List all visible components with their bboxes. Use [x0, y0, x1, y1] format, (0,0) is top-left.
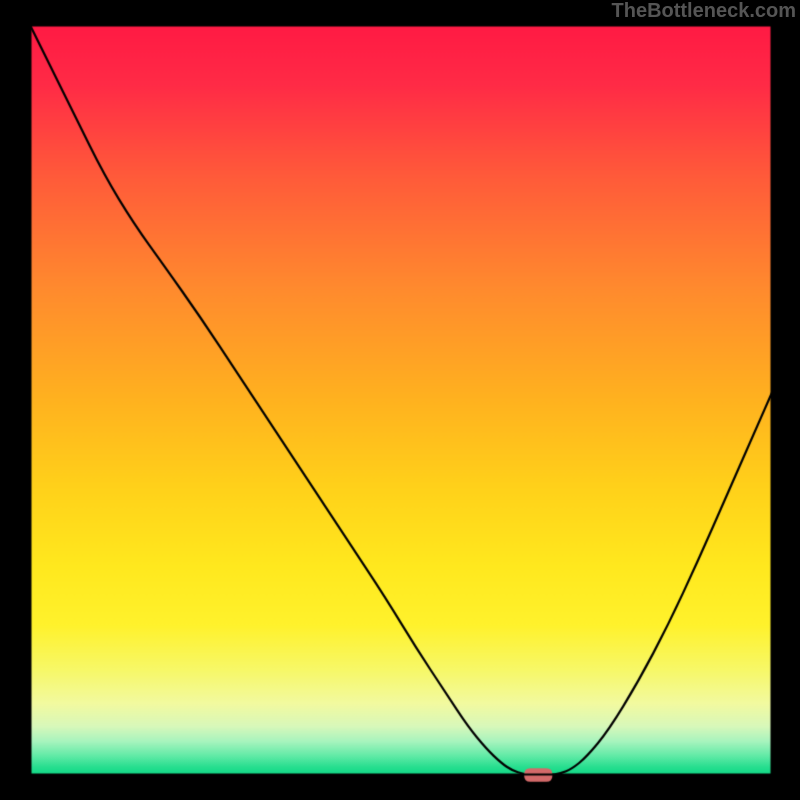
chart-stage: TheBottleneck.com	[0, 0, 800, 800]
chart-canvas	[0, 0, 800, 800]
